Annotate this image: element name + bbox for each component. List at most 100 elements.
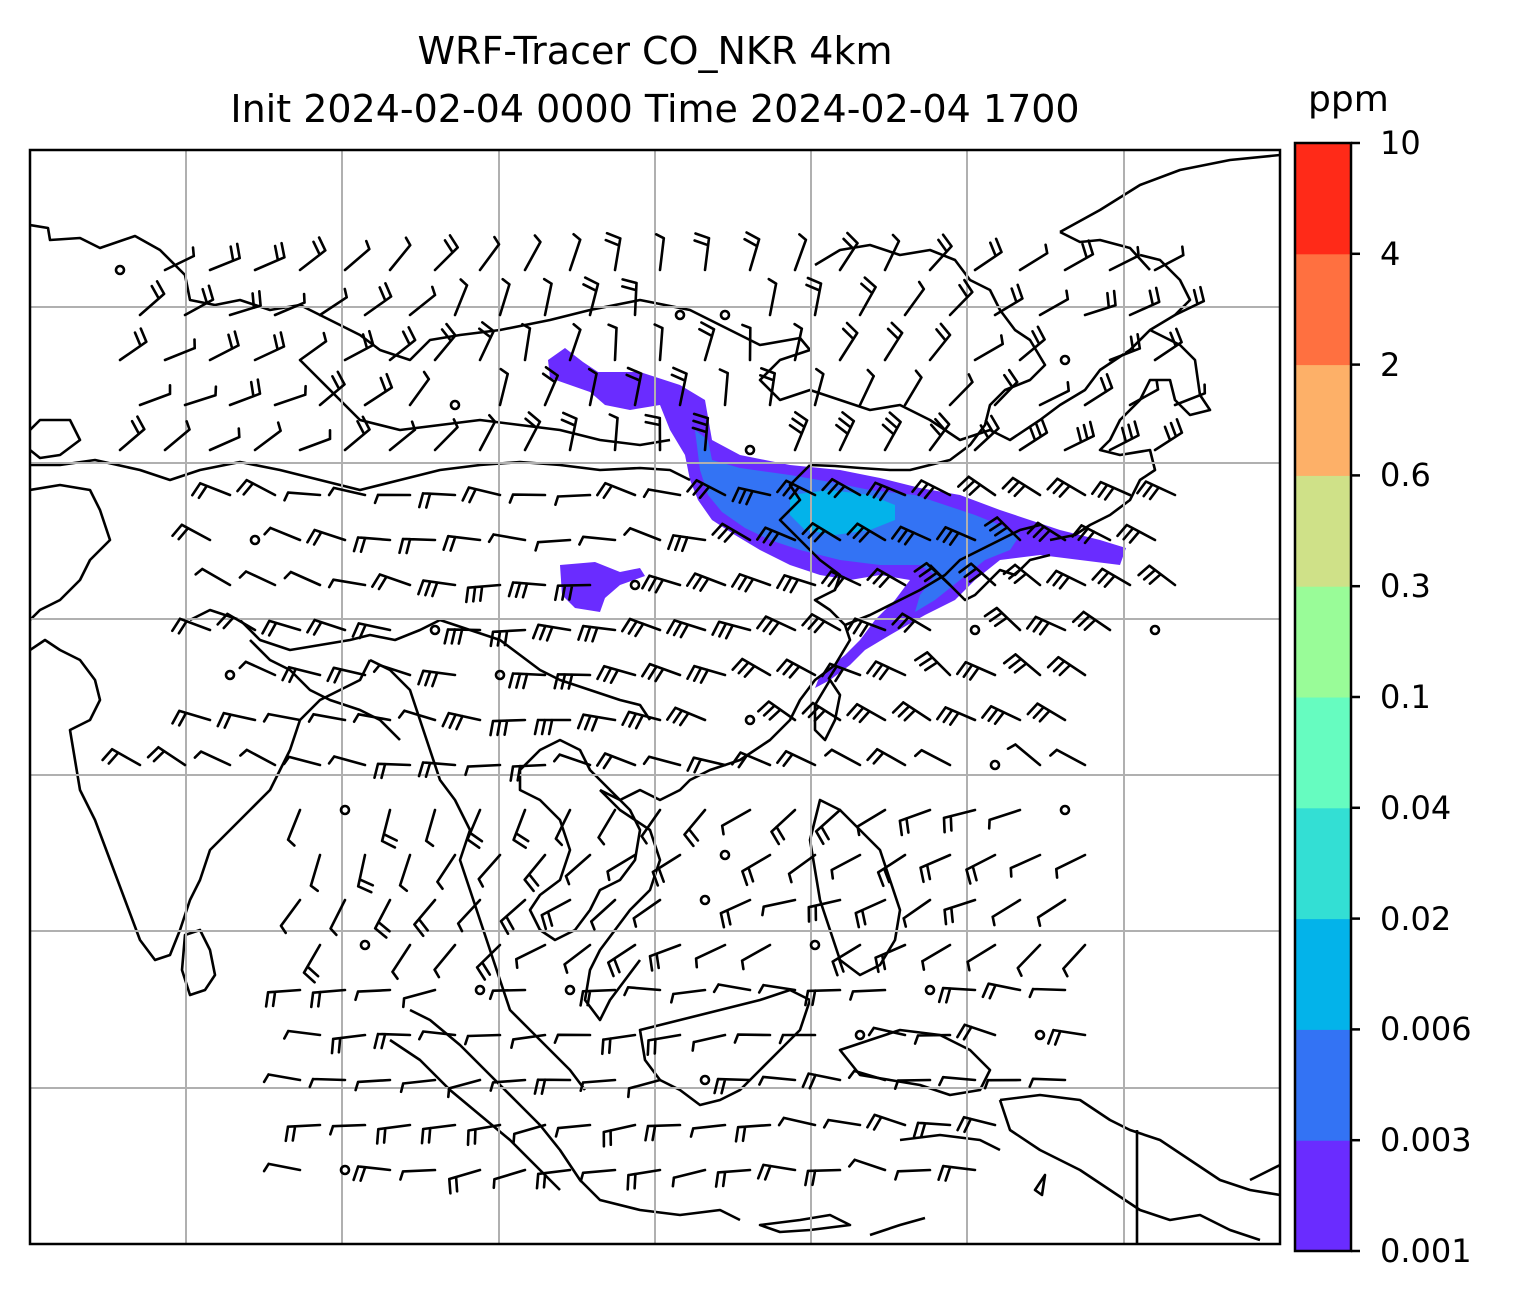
wind-barb <box>553 673 592 690</box>
wind-barb <box>943 898 977 926</box>
wind-barb <box>372 663 412 677</box>
wind-barb-calm <box>809 939 821 951</box>
wind-barb <box>138 280 166 317</box>
colorbar-tick-label: 4 <box>1380 234 1401 273</box>
wind-barb <box>776 750 817 767</box>
wind-barb <box>478 414 497 452</box>
plume-level-1b <box>560 562 645 612</box>
wind-barb <box>499 898 527 935</box>
wind-barb <box>801 613 842 634</box>
wind-barb <box>262 1162 302 1173</box>
wind-barb <box>891 612 932 633</box>
wind-barb <box>475 943 502 981</box>
wind-barb <box>686 479 727 500</box>
wind-barb <box>731 573 772 593</box>
wind-barb <box>343 329 375 362</box>
wind-barb <box>866 747 907 767</box>
wind-barb <box>489 718 527 737</box>
wind-barb-calm <box>674 309 686 321</box>
wind-barb <box>1002 653 1042 677</box>
wind-barb <box>408 370 431 407</box>
wind-barb-calm <box>699 894 711 906</box>
wind-barb <box>163 338 196 362</box>
wind-barb <box>282 755 322 767</box>
wind-barb-calm <box>1059 354 1071 366</box>
wind-barb <box>693 232 711 272</box>
wind-barb <box>261 619 302 637</box>
wind-barb <box>208 330 240 362</box>
wind-barb <box>343 415 371 452</box>
wind-barb <box>597 808 617 846</box>
wind-barb <box>991 898 1022 927</box>
wind-barb <box>670 366 688 407</box>
wind-barb <box>936 706 977 726</box>
wind-barb <box>831 943 862 977</box>
wind-barb <box>380 808 398 849</box>
wind-barb <box>670 988 707 1004</box>
wind-barb <box>858 276 877 317</box>
wind-barb <box>793 322 804 362</box>
wind-barb <box>686 756 727 774</box>
wind-barb <box>928 322 952 362</box>
wind-barb <box>531 623 572 642</box>
wind-barb <box>623 527 662 542</box>
wind-barb <box>183 385 218 407</box>
wind-barb <box>171 617 212 635</box>
wind-barb <box>509 763 547 782</box>
wind-barb <box>891 525 932 546</box>
wind-barb <box>208 427 241 452</box>
wind-barb <box>1071 524 1112 545</box>
wind-barb <box>606 853 637 882</box>
wind-barb <box>1026 615 1067 636</box>
wind-barb <box>329 898 347 937</box>
wind-barb <box>883 321 904 362</box>
wind-barb <box>686 572 727 592</box>
wind-barb <box>283 1029 322 1040</box>
wind-barb-calm <box>339 804 351 816</box>
wind-barb <box>983 606 1022 632</box>
wind-barb <box>464 763 502 777</box>
wind-barb <box>741 323 752 362</box>
wind-barb <box>874 943 907 974</box>
colorbar-tick-label: 0.006 <box>1380 1010 1472 1049</box>
wind-barb <box>417 761 457 778</box>
wind-barb <box>492 1168 527 1190</box>
wind-barb <box>640 808 662 845</box>
wind-barb <box>523 234 542 272</box>
wind-barb <box>568 323 582 362</box>
wind-barb <box>1038 381 1070 407</box>
wind-barb <box>733 1033 772 1044</box>
wind-barb <box>554 493 592 506</box>
wind-barb <box>118 327 148 362</box>
wind-barb <box>1028 1077 1067 1088</box>
wind-barb <box>183 284 215 317</box>
wind-barb <box>262 712 302 723</box>
wind-barb <box>388 236 412 272</box>
wind-barb <box>554 808 572 847</box>
wind-barb <box>433 418 459 452</box>
wind-barb-calm <box>719 309 731 321</box>
map-panel <box>30 150 1280 1244</box>
wind-barb <box>318 287 348 317</box>
wind-barb <box>298 331 328 362</box>
wind-barb <box>714 1168 752 1188</box>
wind-barb <box>534 538 572 552</box>
wind-barb <box>302 943 322 984</box>
wind-barb <box>298 236 327 272</box>
wind-barb <box>308 1077 347 1089</box>
wind-barb <box>1108 333 1142 362</box>
wind-barb <box>564 853 592 886</box>
wind-barb <box>553 1033 592 1044</box>
wind-barb <box>398 537 437 555</box>
wind-barb <box>488 988 527 1001</box>
wind-barb <box>582 276 600 317</box>
wind-barb <box>1001 476 1042 498</box>
wind-barb <box>163 420 191 452</box>
wind-barb <box>298 429 332 452</box>
wind-barb <box>913 1033 952 1045</box>
wind-barb <box>523 411 542 452</box>
wind-barb <box>814 808 842 846</box>
wind-barb <box>846 522 887 543</box>
wind-barb <box>515 943 547 969</box>
wind-barb <box>694 943 727 969</box>
